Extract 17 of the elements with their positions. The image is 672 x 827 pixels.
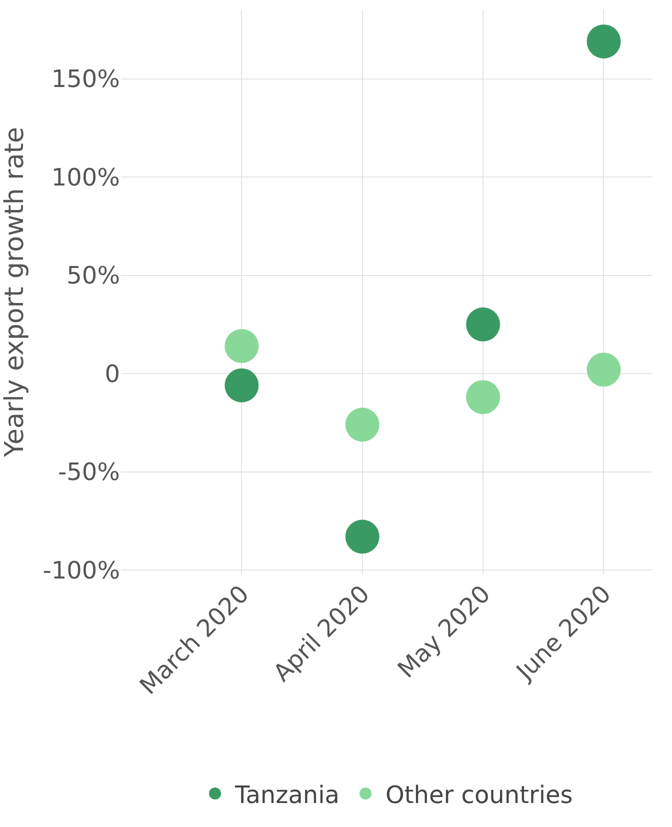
y-tick-label: -100% [42, 556, 120, 584]
legend-label: Other countries [386, 780, 573, 809]
point [586, 24, 621, 58]
y-tick-label: -50% [58, 458, 120, 486]
point [466, 380, 500, 414]
y-tick-label: 50% [66, 262, 120, 290]
point [586, 352, 621, 387]
y-tick-label: 150% [51, 65, 120, 94]
y-tick-label: 0 [104, 360, 120, 388]
point [224, 368, 259, 402]
point [345, 520, 380, 554]
point [224, 329, 259, 364]
y-axis-title: Yearly export growth rate [0, 127, 30, 458]
point [466, 307, 500, 342]
legend-label: Tanzania [234, 780, 340, 809]
y-tick-label: 100% [51, 163, 120, 192]
point [345, 408, 380, 442]
